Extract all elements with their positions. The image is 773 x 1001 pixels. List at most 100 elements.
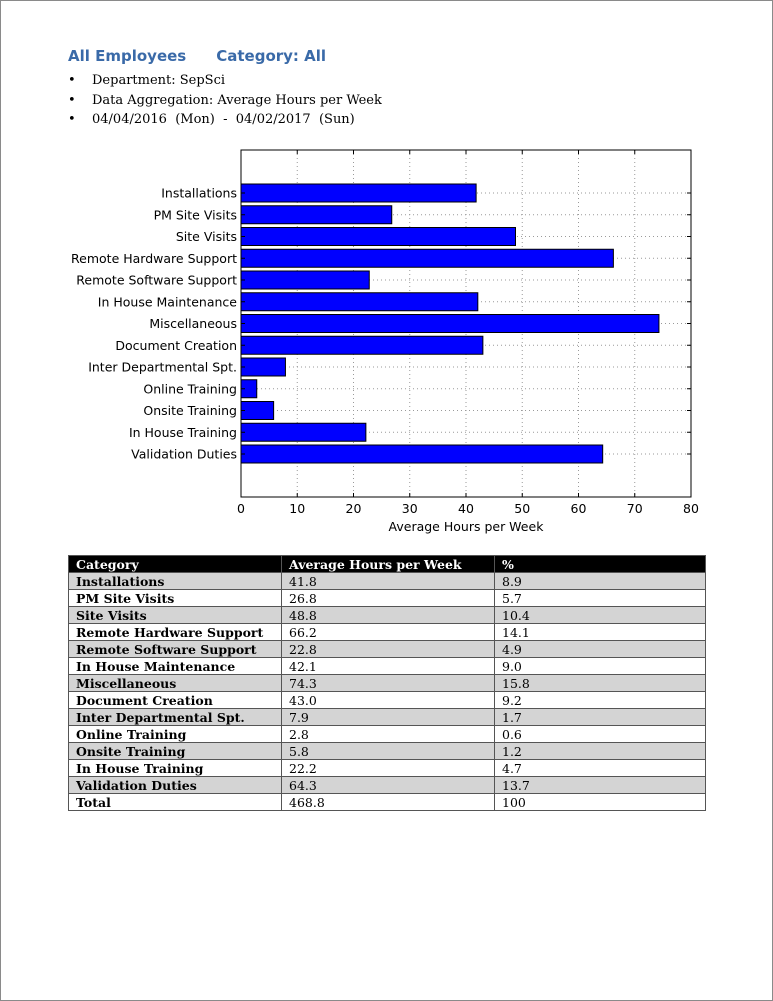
aggregation-text: Data Aggregation: Average Hours per Week [92,92,382,108]
average-hours-cell: 468.8 [281,793,495,811]
average-hours-cell: 2.8 [281,725,495,743]
percent-cell: 8.9 [494,572,706,590]
report-title: All Employees [68,47,187,65]
x-tick-label: 10 [289,501,305,516]
average-hours-cell: 7.9 [281,708,495,726]
table-body: Installations 41.8 8.9 PM Site Visits 26.8 5.… [68,572,706,811]
percent-cell: 13.7 [494,776,706,794]
category-cell: Onsite Training [68,742,282,760]
bar [240,314,660,333]
bar [240,248,614,268]
category-cell: In House Maintenance [68,657,282,675]
category-cell: Online Training [68,725,282,743]
bar [240,422,367,442]
average-hours-cell: 42.1 [281,657,495,675]
report-details-list: • Department: SepSci • Data Aggregation: A… [68,71,382,130]
x-tick-label: 80 [683,501,699,516]
x-tick-label: 70 [627,501,643,516]
table-row: Miscellaneous 74.3 15.8 [68,674,706,692]
category-label: In House Training [129,425,237,440]
aggregation-item: • Data Aggregation: Average Hours per Wee… [68,91,382,111]
category-label: Miscellaneous [149,316,237,331]
header-average-hours: Average Hours per Week [281,555,495,573]
category-label: Installations [161,186,237,201]
category-label: Remote Hardware Support [71,251,237,266]
category-cell: Total [68,793,282,811]
table-row: Remote Hardware Support 66.2 14.1 [68,623,706,641]
table-row: Installations 41.8 8.9 [68,572,706,590]
date-range-text: 04/04/2016 (Mon) - 04/02/2017 (Sun) [92,112,355,127]
average-hours-cell: 5.8 [281,742,495,760]
category-cell: Miscellaneous [68,674,282,692]
category-label: Document Creation [115,338,237,353]
percent-cell: 1.7 [494,708,706,726]
category-cell: Remote Hardware Support [68,623,282,641]
bar [240,401,275,420]
bar [240,205,393,225]
category-cell: Document Creation [68,691,282,709]
hours-table: Category Average Hours per Week % Instal… [68,555,706,811]
header-percent: % [494,555,706,573]
x-axis-label: Average Hours per Week [389,519,545,534]
category-cell: Installations [68,572,282,590]
hours-bar-chart: Installations PM Site Visits Site Visits Re… [71,149,699,534]
table-row: Inter Departmental Spt. 7.9 1.7 [68,708,706,726]
bullet-icon: • [68,112,76,127]
category-cell: Validation Duties [68,776,282,794]
percent-cell: 9.0 [494,657,706,675]
percent-cell: 15.8 [494,674,706,692]
percent-cell: 9.2 [494,691,706,709]
header-category: Category [68,555,282,573]
category-label: Remote Software Support [76,273,237,288]
table-row: In House Maintenance 42.1 9.0 [68,657,706,675]
bar [240,227,516,246]
x-tick-label: 60 [571,501,587,516]
bar [240,335,484,355]
category-cell: PM Site Visits [68,589,282,607]
table-row: Total 468.8 100 [68,793,706,811]
department-item: • Department: SepSci [68,71,382,91]
category-cell: In House Training [68,759,282,777]
average-hours-cell: 48.8 [281,606,495,624]
average-hours-cell: 64.3 [281,776,495,794]
bullet-icon: • [68,73,76,88]
category-label: PM Site Visits [154,207,237,222]
category-cell: Site Visits [68,606,282,624]
category-cell: Inter Departmental Spt. [68,708,282,726]
percent-cell: 14.1 [494,623,706,641]
x-tick-label: 0 [237,501,245,516]
category-label: Online Training [143,381,237,396]
category-label: Site Visits [176,229,237,244]
x-tick-label: 30 [402,501,418,516]
table-row: Site Visits 48.8 10.4 [68,606,706,624]
department-text: Department: SepSci [92,73,226,88]
percent-cell: 10.4 [494,606,706,624]
table-row: Document Creation 43.0 9.2 [68,691,706,709]
average-hours-cell: 22.8 [281,640,495,658]
average-hours-cell: 74.3 [281,674,495,692]
table-row: Remote Software Support 22.8 4.9 [68,640,706,658]
category-label: Onsite Training [143,403,237,418]
x-tick-label: 40 [458,501,474,516]
percent-cell: 1.2 [494,742,706,760]
table-row: Onsite Training 5.8 1.2 [68,742,706,760]
bar [240,183,477,203]
table-row: In House Training 22.2 4.7 [68,759,706,777]
average-hours-cell: 26.8 [281,589,495,607]
bar [240,444,604,464]
percent-cell: 100 [494,793,706,811]
bar [240,270,370,290]
average-hours-cell: 41.8 [281,572,495,590]
report-heading: All Employees Category: All [68,47,326,65]
category-label: Category: All [216,47,327,65]
table-header-row: Category Average Hours per Week % [68,555,706,573]
percent-cell: 4.9 [494,640,706,658]
table-row: Online Training 2.8 0.6 [68,725,706,743]
percent-cell: 4.7 [494,759,706,777]
percent-cell: 5.7 [494,589,706,607]
bar [240,292,479,312]
bar [240,357,286,377]
average-hours-cell: 22.2 [281,759,495,777]
category-label: Validation Duties [131,447,237,462]
